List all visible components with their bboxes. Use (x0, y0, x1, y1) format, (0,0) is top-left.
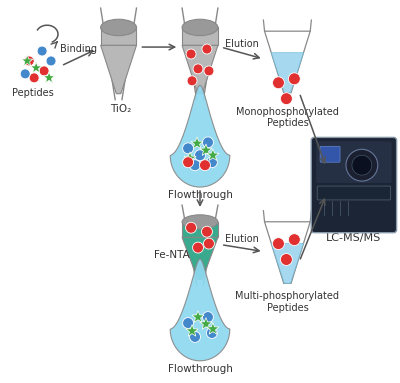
Polygon shape (192, 311, 204, 322)
Polygon shape (186, 324, 198, 336)
Polygon shape (207, 149, 219, 160)
Circle shape (352, 155, 372, 175)
Polygon shape (264, 222, 310, 283)
Text: Binding: Binding (60, 44, 97, 54)
Circle shape (29, 73, 39, 83)
FancyBboxPatch shape (320, 146, 340, 162)
Polygon shape (271, 243, 304, 283)
Polygon shape (182, 28, 218, 45)
Circle shape (190, 331, 200, 342)
Circle shape (346, 149, 378, 181)
Text: Fe-NTA: Fe-NTA (154, 250, 190, 260)
Circle shape (280, 254, 292, 265)
Circle shape (190, 160, 200, 171)
Polygon shape (30, 62, 42, 73)
Text: TiO₂: TiO₂ (110, 104, 131, 114)
Circle shape (288, 73, 300, 85)
Circle shape (272, 238, 284, 250)
Polygon shape (191, 137, 203, 149)
Text: LC-MS/MS: LC-MS/MS (326, 233, 382, 243)
Text: Multi-phosphorylated
Peptides: Multi-phosphorylated Peptides (235, 291, 339, 313)
Circle shape (280, 93, 292, 105)
Polygon shape (182, 222, 218, 237)
Circle shape (206, 327, 217, 339)
Circle shape (24, 56, 34, 66)
Ellipse shape (101, 19, 136, 36)
Circle shape (187, 76, 197, 86)
Polygon shape (182, 45, 218, 94)
Circle shape (37, 46, 47, 56)
Text: Monophosphorylated
Peptides: Monophosphorylated Peptides (236, 106, 339, 128)
Polygon shape (170, 259, 230, 361)
Polygon shape (43, 72, 55, 83)
Circle shape (202, 44, 212, 54)
Polygon shape (200, 318, 212, 329)
Circle shape (202, 137, 214, 148)
Text: Flowthrough: Flowthrough (168, 190, 232, 200)
Circle shape (193, 64, 203, 74)
Circle shape (183, 318, 194, 329)
Polygon shape (207, 322, 219, 334)
FancyBboxPatch shape (316, 141, 392, 183)
Circle shape (202, 226, 212, 237)
Circle shape (20, 69, 30, 79)
Polygon shape (182, 237, 218, 279)
Polygon shape (200, 144, 212, 155)
Polygon shape (184, 152, 196, 164)
Polygon shape (101, 28, 136, 45)
Ellipse shape (182, 215, 218, 229)
Circle shape (186, 222, 196, 233)
Circle shape (288, 234, 300, 246)
Circle shape (192, 242, 204, 253)
Ellipse shape (182, 19, 218, 36)
Circle shape (183, 157, 194, 168)
Circle shape (46, 56, 56, 66)
Polygon shape (271, 53, 304, 93)
Text: Elution: Elution (225, 234, 259, 244)
FancyBboxPatch shape (311, 137, 397, 233)
Circle shape (39, 66, 49, 76)
Circle shape (186, 49, 196, 59)
Circle shape (204, 238, 214, 249)
Text: Flowthrough: Flowthrough (168, 364, 232, 374)
Circle shape (272, 77, 284, 89)
FancyBboxPatch shape (317, 186, 391, 200)
Polygon shape (264, 31, 310, 93)
Polygon shape (101, 45, 136, 94)
Text: Peptides: Peptides (12, 88, 54, 98)
Circle shape (206, 157, 217, 168)
Circle shape (202, 312, 214, 322)
Text: Elution: Elution (225, 39, 259, 49)
Circle shape (183, 143, 194, 154)
Circle shape (204, 66, 214, 76)
Circle shape (200, 160, 210, 171)
Polygon shape (170, 85, 230, 187)
Polygon shape (22, 55, 33, 66)
Circle shape (194, 150, 206, 161)
